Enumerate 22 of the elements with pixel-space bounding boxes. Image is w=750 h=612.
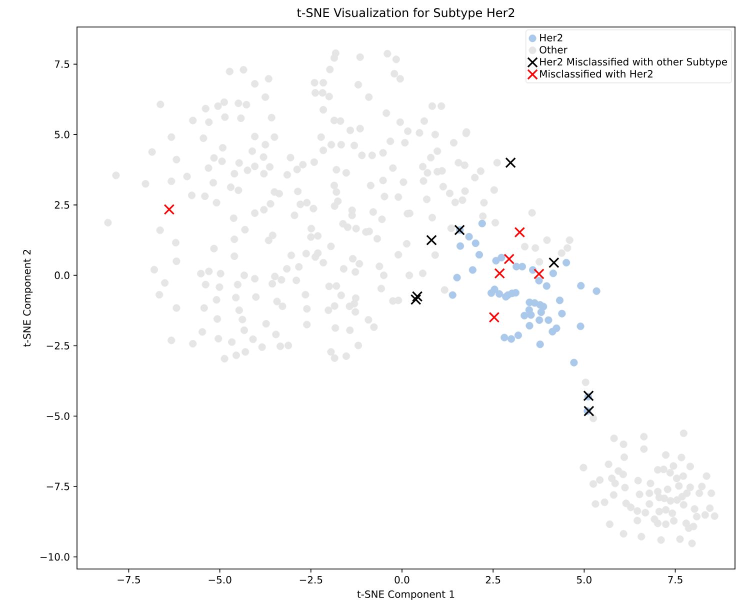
x-tick-label: −7.5 (118, 576, 140, 584)
x-tick-label: 5.0 (577, 576, 592, 584)
x-tick-label: 2.5 (486, 576, 500, 584)
x-axis-title: t-SNE Component 1 (357, 590, 454, 600)
legend-label: Her2 Misclassified with other Subtype (540, 58, 728, 68)
y-tick-label: 0.0 (54, 272, 70, 280)
x-tick-label: −2.5 (300, 576, 322, 584)
y-tick-label: −2.5 (46, 342, 70, 350)
x-tick-label: −5.0 (208, 576, 232, 584)
x-tick-label: 7.5 (668, 576, 682, 584)
legend-label: Her2 (540, 34, 562, 42)
legend-label: Other (540, 46, 568, 54)
y-tick-label: −10.0 (40, 553, 70, 561)
legend-label: Misclassified with Her2 (540, 70, 652, 78)
y-tick-label: −5.0 (46, 412, 70, 420)
x-tick-label: 0.0 (394, 576, 410, 584)
chart-title: t-SNE Visualization for Subtype Her2 (297, 8, 514, 20)
y-tick-label: 7.5 (54, 60, 70, 68)
y-tick-label: 5.0 (54, 130, 70, 138)
y-tick-label: −7.5 (46, 482, 70, 490)
y-axis-title: t-SNE Component 2 (23, 250, 33, 347)
y-tick-label: 2.5 (54, 201, 70, 209)
